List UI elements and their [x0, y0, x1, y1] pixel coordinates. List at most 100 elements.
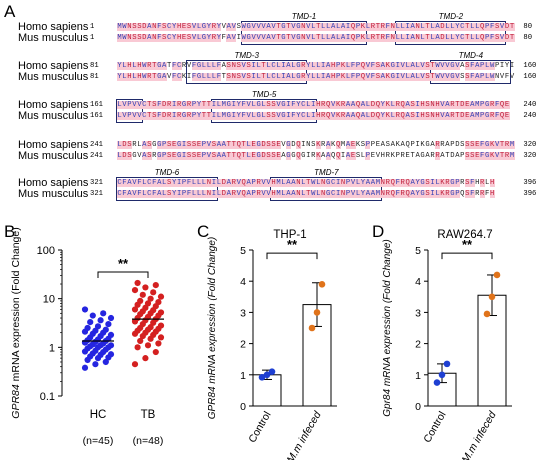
tmd-label: TMD-5 [251, 90, 277, 99]
hc-point [84, 324, 91, 332]
species-label: Homo sapiens [18, 99, 89, 111]
sequence-row: LVPVVCTSFDRIRGRPYTTILMGIYFVLGLSSVGIFYCLI… [117, 101, 510, 109]
tb-point [134, 344, 141, 351]
tb-point [157, 334, 165, 341]
y-axis-label: GPR84 mRNA expression (Fold Change) [10, 227, 22, 418]
tmd-box [185, 60, 308, 84]
panel-letter-b: B [4, 222, 16, 241]
hc-point [81, 364, 89, 371]
sequence-start-position: 81 [90, 62, 99, 70]
x-category-label: M.m infeced [460, 408, 500, 460]
significance-bracket [441, 252, 493, 260]
sequence-end-position: 320 [523, 152, 537, 160]
sequence-row: MWNSSDANFSCYHESVLGYRYVAVSWGVVVAVTGTVGNVL… [117, 23, 515, 31]
sequence-start-position: 1 [90, 34, 95, 42]
tb-point [144, 342, 152, 349]
y-tick-label: 5 [240, 245, 246, 257]
species-label: Homo sapiens [18, 60, 89, 72]
tmd-label: TMD-3 [234, 51, 259, 60]
panel-letter-c: C [197, 222, 210, 241]
tb-point [137, 297, 144, 304]
y-tick-label: 4 [240, 276, 246, 288]
hc-point [87, 318, 94, 326]
tb-point [147, 295, 154, 302]
y-axis-label: GPR84 mRNA expression (Fold Change) [207, 237, 218, 419]
tb-point [152, 348, 159, 356]
control-point [268, 368, 276, 375]
tb-point [131, 361, 139, 368]
sequence-end-position: 396 [523, 179, 537, 187]
x-category-label: Control [421, 410, 448, 445]
treated-point [308, 324, 316, 332]
panel-letter-a: A [4, 2, 16, 21]
y-tick-label: 2 [240, 339, 246, 351]
species-label: Mus musculus [18, 110, 89, 122]
tmd-label: TMD-2 [438, 12, 464, 21]
y-tick-label: 3 [415, 307, 421, 319]
bar [252, 374, 282, 407]
y-tick-label: 1 [49, 342, 55, 354]
control-point [443, 360, 451, 368]
species-label: Mus musculus [18, 188, 89, 200]
hc-point [107, 342, 115, 349]
y-tick-label: 1 [240, 370, 246, 382]
sequence-row: LDSGVASRGPSEGISSEPVSAATTQTLEGDSSEAGGQGIR… [117, 152, 515, 160]
sequence-end-position: 160 [523, 62, 537, 70]
species-label: Homo sapiens [18, 177, 89, 189]
x-category-label: TB [141, 409, 156, 421]
sequence-row: MWNSSDANFSCYHESVLGYRYFAVIWGVVVAVTGTVGNVL… [117, 34, 515, 42]
significance-label: ** [118, 256, 129, 271]
treated-point [313, 309, 321, 316]
species-label: Mus musculus [18, 71, 89, 83]
chart-b: 0.1 1 10 100 GPR84 mRNA expression (Fold Cha… [10, 227, 165, 447]
tmd-box [429, 60, 512, 84]
tb-point [155, 340, 162, 347]
tmd-box [394, 21, 507, 45]
x-category-label: Control [246, 410, 273, 445]
y-tick-label: 0 [415, 401, 421, 413]
tmd-box [270, 177, 382, 201]
tb-point [157, 309, 165, 316]
tb-point [150, 289, 157, 296]
control-point [433, 379, 441, 386]
hc-point [107, 331, 115, 339]
y-tick-label: 10 [43, 294, 55, 306]
y-tick-label: 0.1 [40, 391, 55, 403]
significance-bracket [97, 271, 149, 278]
sequence-end-position: 160 [523, 73, 537, 81]
tb-point [131, 286, 139, 294]
tb-point [137, 337, 144, 345]
tb-point [157, 293, 165, 300]
treated-point [488, 293, 496, 301]
tmd-box [116, 177, 218, 201]
x-category-label: M.m infeced [285, 408, 325, 460]
tmd-box [116, 99, 143, 123]
hc-point [97, 317, 104, 324]
y-tick-label: 2 [415, 339, 421, 351]
significance-label: ** [462, 237, 473, 252]
tb-point [134, 279, 141, 287]
sample-size-label: (n=48) [133, 435, 164, 447]
species-label: Homo sapiens [18, 21, 89, 33]
sequence-start-position: 321 [90, 190, 103, 198]
sequence-row: CFAVFLCFALSYIPFLLLNILDARVQAPRVVHMLAANLTW… [117, 190, 495, 198]
panel-letter-d: D [372, 222, 385, 241]
tb-point [139, 291, 146, 298]
y-tick-label: 3 [240, 307, 246, 319]
sequence-row: CFAVFLCFALSYIPFLLLNILDARVQAPRVVHMLAANLTW… [117, 179, 495, 187]
species-label: Homo sapiens [18, 139, 89, 151]
y-tick-label: 1 [415, 370, 421, 382]
hc-point [107, 351, 115, 358]
sequence-start-position: 81 [90, 73, 99, 81]
sequence-end-position: 240 [523, 101, 537, 109]
hc-point [107, 314, 115, 322]
treated-point [483, 310, 491, 318]
species-label: Mus musculus [18, 150, 89, 162]
hc-point [92, 361, 99, 368]
y-axis-label-rest: mRNA expression (Fold Change) [10, 227, 22, 384]
control-point [263, 371, 271, 379]
tmd-label: TMD-6 [154, 168, 180, 177]
hc-point [102, 358, 109, 366]
sequence-row: YLHLHWRTGAVFCKIFGLLLFTSNSVSILTLCLIALGRYL… [117, 73, 515, 81]
treated-point [493, 271, 501, 279]
